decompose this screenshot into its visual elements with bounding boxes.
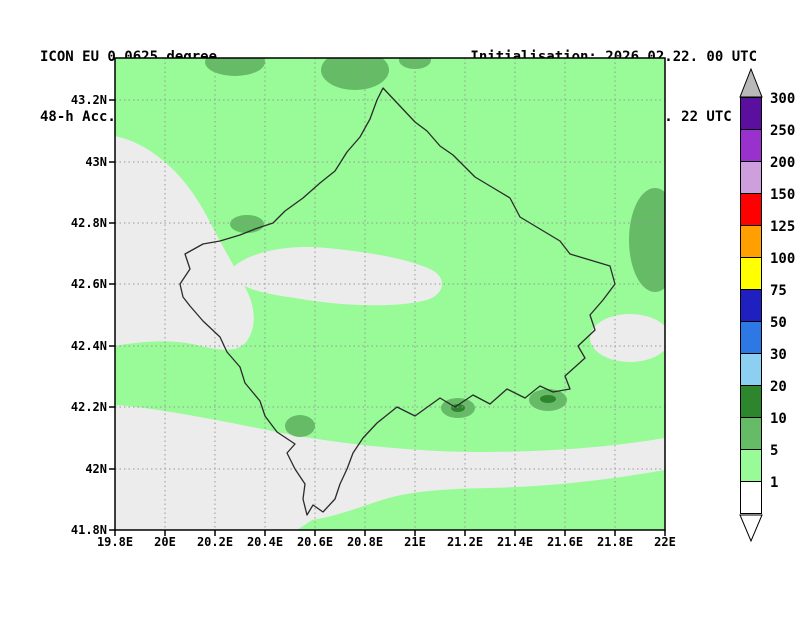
grid-lines bbox=[115, 58, 665, 530]
legend-value: 150 bbox=[770, 187, 796, 203]
legend-value: 20 bbox=[770, 379, 787, 395]
lat-tick-label: 43.2N bbox=[70, 93, 107, 107]
lon-tick-label: 21.6E bbox=[546, 535, 584, 549]
map-plot bbox=[109, 57, 666, 536]
precip-medium-blob bbox=[629, 188, 665, 292]
map-frame bbox=[114, 57, 666, 531]
country-border bbox=[179, 87, 616, 516]
legend-underflow-triangle bbox=[739, 514, 763, 542]
lat-tick-label: 42.8N bbox=[70, 216, 107, 230]
legend-value: 250 bbox=[770, 123, 796, 139]
legend-value: 300 bbox=[770, 91, 796, 107]
dry-region-west bbox=[115, 136, 254, 350]
legend-overflow-arrow bbox=[739, 68, 763, 98]
legend-value: 5 bbox=[770, 443, 779, 459]
legend-segment bbox=[740, 129, 762, 162]
legend-value: 30 bbox=[770, 347, 787, 363]
precip-medium-blob bbox=[205, 58, 265, 76]
legend-segment bbox=[740, 449, 762, 482]
legend-segment bbox=[740, 289, 762, 322]
legend-value: 125 bbox=[770, 219, 796, 235]
lon-tick-label: 20.8E bbox=[346, 535, 384, 549]
precip-medium-blob bbox=[285, 415, 315, 437]
lon-tick-label: 20.4E bbox=[246, 535, 284, 549]
precip-medium-blob bbox=[321, 58, 389, 90]
lon-tick-label: 19.8E bbox=[96, 535, 134, 549]
legend-segment bbox=[740, 193, 762, 226]
legend-segment bbox=[740, 97, 762, 130]
legend-segment bbox=[740, 353, 762, 386]
legend-value: 75 bbox=[770, 283, 787, 299]
legend-segment bbox=[740, 257, 762, 290]
legend-segment bbox=[740, 385, 762, 418]
dry-region-south bbox=[115, 405, 665, 530]
lon-tick-label: 21.2E bbox=[446, 535, 484, 549]
lon-tick-label: 20E bbox=[154, 535, 176, 549]
lat-tick-label: 41.8N bbox=[70, 523, 107, 537]
legend-value: 10 bbox=[770, 411, 787, 427]
dry-region-east bbox=[590, 314, 665, 362]
legend-value: 100 bbox=[770, 251, 796, 267]
lat-tick-label: 42.4N bbox=[70, 339, 107, 353]
legend-value: 1 bbox=[770, 475, 779, 491]
color-legend bbox=[740, 97, 762, 514]
precip-medium-blob bbox=[230, 215, 264, 233]
lon-tick-label: 22E bbox=[654, 535, 676, 549]
legend-segment bbox=[740, 417, 762, 450]
legend-segment bbox=[740, 481, 762, 514]
dry-region-center bbox=[230, 246, 443, 306]
lon-tick-label: 20.2E bbox=[196, 535, 234, 549]
lon-tick-label: 21.4E bbox=[496, 535, 534, 549]
precip-field bbox=[115, 58, 665, 530]
legend-segment bbox=[740, 321, 762, 354]
lat-tick-label: 42.6N bbox=[70, 277, 107, 291]
legend-segment bbox=[740, 225, 762, 258]
legend-overflow-triangle bbox=[739, 68, 763, 98]
precip-heavy-core bbox=[540, 395, 556, 403]
legend-value: 50 bbox=[770, 315, 787, 331]
lat-tick-label: 43N bbox=[85, 155, 107, 169]
lon-tick-label: 21.8E bbox=[596, 535, 634, 549]
legend-value: 200 bbox=[770, 155, 796, 171]
lat-tick-label: 42.2N bbox=[70, 400, 107, 414]
legend-underflow-arrow bbox=[739, 514, 763, 542]
legend-segment bbox=[740, 161, 762, 194]
lon-tick-label: 21E bbox=[404, 535, 426, 549]
axis-ticks bbox=[109, 99, 666, 536]
lat-tick-label: 42N bbox=[85, 462, 107, 476]
lon-tick-label: 20.6E bbox=[296, 535, 334, 549]
